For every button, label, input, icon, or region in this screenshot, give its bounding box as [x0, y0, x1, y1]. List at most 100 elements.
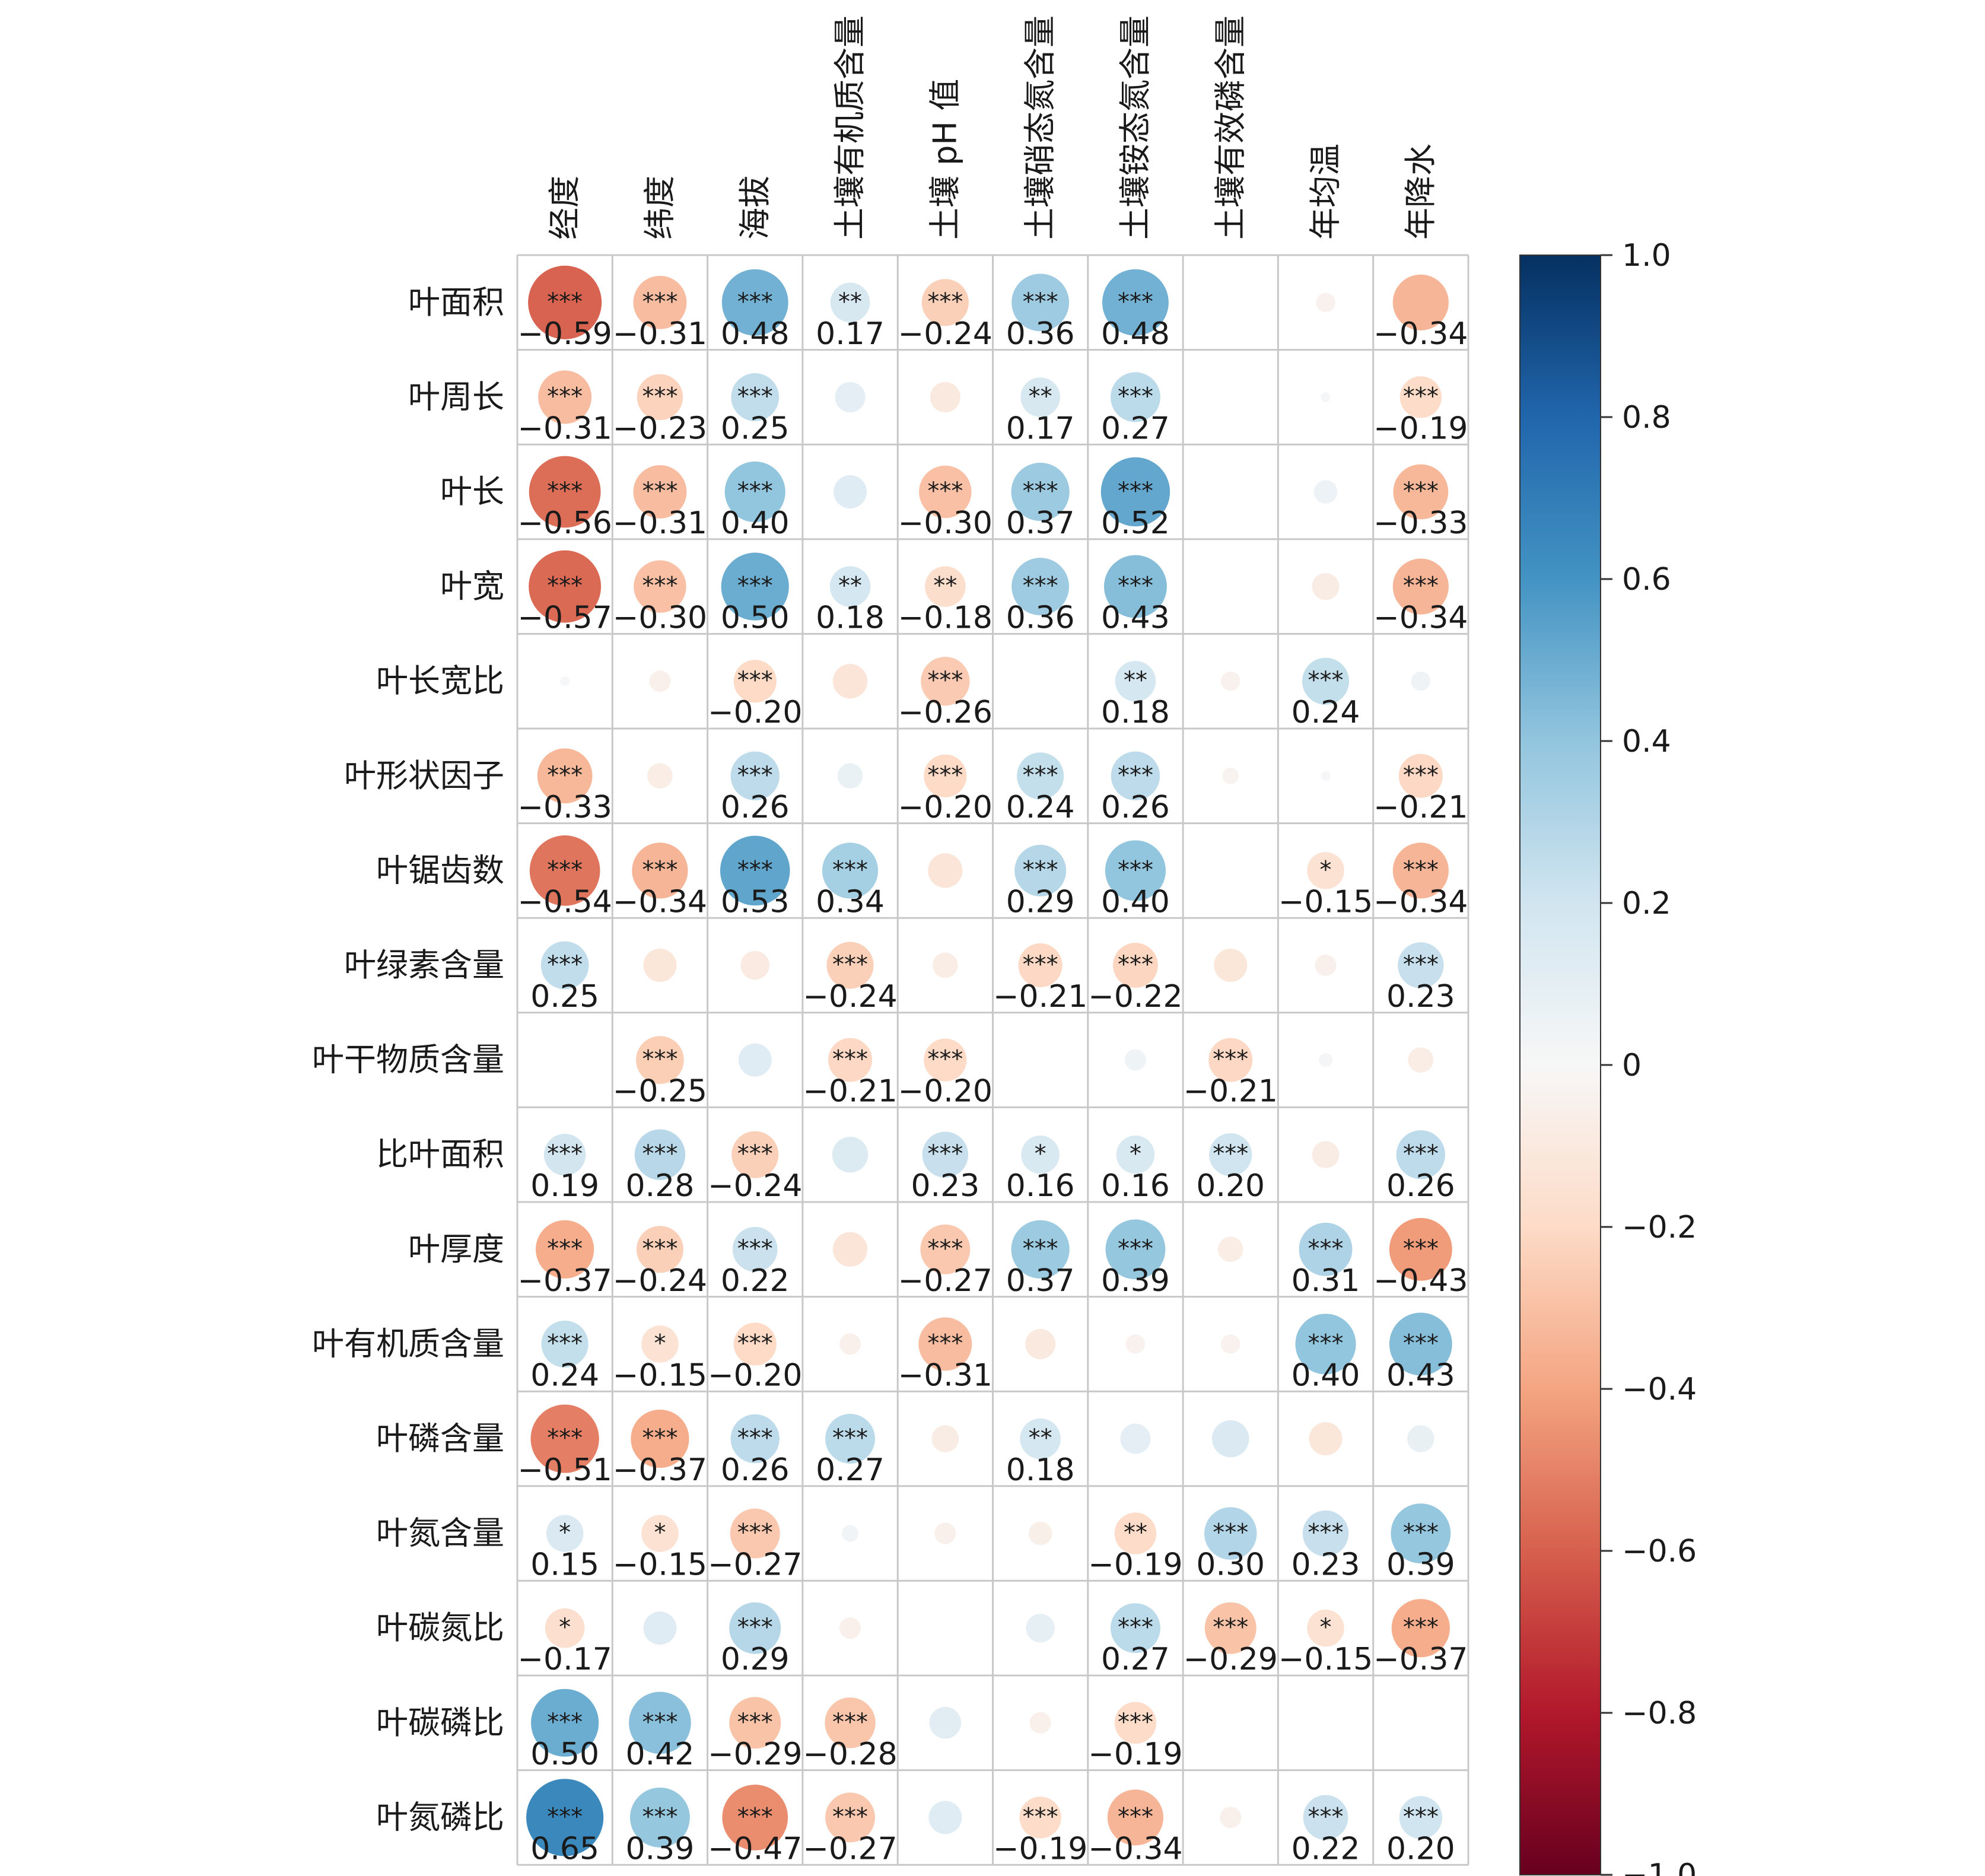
significance-stars: ***	[547, 1235, 583, 1263]
correlation-circle	[839, 1617, 861, 1639]
correlation-circle	[1025, 1328, 1056, 1359]
correlation-value: 0.23	[1386, 979, 1455, 1015]
correlation-circle	[1315, 954, 1337, 977]
row-label: 叶碳磷比	[376, 1704, 504, 1741]
correlation-circle	[1120, 1423, 1151, 1454]
correlation-circle	[738, 1043, 772, 1077]
correlation-value: −0.24	[898, 316, 993, 352]
correlation-circles	[526, 265, 1452, 1856]
significance-stars: ***	[1118, 288, 1153, 316]
correlation-circle	[730, 1414, 780, 1464]
correlation-circle	[828, 1038, 873, 1082]
colorbar-tick-label: 0.8	[1622, 400, 1671, 435]
significance-stars: ***	[547, 1330, 583, 1357]
correlation-value: −0.20	[898, 790, 993, 825]
correlation-value: −0.25	[613, 1074, 707, 1109]
column-label: 海拔	[736, 176, 774, 240]
significance-stars: ***	[547, 856, 583, 883]
correlation-circle	[1113, 943, 1158, 988]
correlation-circle	[733, 1322, 777, 1366]
correlation-value: 0.22	[1291, 1831, 1360, 1867]
correlation-circle	[1302, 657, 1350, 705]
correlation-circle	[528, 265, 602, 339]
row-label: 叶绿素含量	[344, 946, 504, 984]
correlation-circle	[1011, 462, 1070, 522]
correlation-value: 0.43	[1386, 1357, 1455, 1393]
correlation-circle	[641, 1325, 679, 1363]
correlation-circle	[1408, 1047, 1434, 1073]
significance-stars: ***	[737, 856, 773, 883]
correlation-circle	[540, 941, 589, 990]
correlation-value: 0.29	[1006, 884, 1075, 920]
correlation-circle	[731, 1131, 779, 1178]
correlation-circle	[842, 1525, 859, 1542]
significance-stars: ***	[642, 1709, 677, 1736]
correlation-circle	[529, 550, 602, 623]
significance-stars: ***	[1213, 1046, 1248, 1073]
correlation-value: −0.15	[1278, 1642, 1373, 1677]
significance-stars: ***	[547, 1709, 583, 1736]
correlation-value: 0.42	[626, 1737, 695, 1772]
correlation-circle	[541, 1320, 588, 1368]
correlation-value: −0.56	[517, 505, 612, 541]
correlation-circle	[1114, 1702, 1157, 1744]
correlation-value: 0.28	[626, 1168, 695, 1204]
correlation-circle	[731, 373, 780, 421]
correlation-circle	[1309, 1422, 1343, 1455]
row-label: 叶形状因子	[344, 757, 504, 794]
correlation-circle	[1389, 1312, 1452, 1376]
significance-stars: ***	[1023, 856, 1058, 883]
correlation-circle	[929, 1707, 962, 1739]
row-label: 叶周长	[408, 378, 504, 415]
correlation-circle	[647, 763, 673, 789]
row-labels: 叶面积叶周长叶长叶宽叶长宽比叶形状因子叶锯齿数叶绿素含量叶干物质含量比叶面积叶厚…	[312, 284, 504, 1836]
correlation-circle	[1011, 1220, 1070, 1279]
correlation-circle	[733, 660, 777, 703]
correlation-value: −0.19	[1088, 1547, 1182, 1583]
correlation-value: −0.34	[1373, 316, 1468, 352]
correlation-circle	[925, 566, 966, 607]
correlation-circle	[1319, 1053, 1332, 1067]
significance-stars: ***	[927, 762, 963, 789]
significance-stars: *	[1035, 1140, 1046, 1168]
correlation-circle	[1214, 949, 1248, 982]
colorbar-tick-label: 0.4	[1622, 724, 1671, 759]
correlation-value: −0.27	[708, 1547, 802, 1583]
row-label: 比叶面积	[376, 1136, 504, 1173]
colorbar-tick-label: 1.0	[1622, 238, 1671, 274]
significance-stars: ***	[547, 762, 583, 789]
correlation-circle	[543, 1133, 586, 1176]
correlation-circle	[931, 1425, 959, 1452]
significance-stars: ***	[1023, 1235, 1058, 1263]
significance-stars: ***	[1308, 667, 1344, 694]
correlation-circle	[730, 1508, 780, 1559]
column-labels: 经度 纬度 海拔 土壤有机质含量 土壤 pH 值 土壤硝态氮含量 土壤铵态氮含量 土壤有效磷含…	[546, 15, 1439, 240]
colorbar-tick-label: 0.6	[1622, 562, 1671, 597]
correlation-circle	[1204, 1602, 1256, 1654]
correlation-circle	[1411, 672, 1431, 691]
correlation-circle	[934, 1522, 956, 1544]
correlation-value: −0.20	[708, 695, 802, 730]
significance-stars: ***	[1118, 1614, 1153, 1641]
correlation-value: −0.34	[1373, 884, 1468, 920]
significance-stars: ***	[547, 1140, 583, 1168]
correlation-value: −0.31	[898, 1357, 993, 1393]
correlation-circle	[918, 1317, 972, 1371]
significance-stars: ***	[832, 951, 868, 978]
column-label: 土壤有机质含量	[831, 15, 869, 240]
row-label: 叶厚度	[408, 1230, 504, 1268]
significance-stars: ***	[927, 1140, 963, 1168]
colorbar-tick-label: −1.0	[1622, 1858, 1697, 1876]
significance-stars: ***	[927, 288, 963, 316]
correlation-value: 0.39	[626, 1831, 695, 1867]
correlation-circle	[529, 456, 601, 528]
correlation-value: −0.24	[613, 1263, 707, 1299]
correlation-circle	[1407, 1425, 1434, 1452]
correlation-circle	[921, 279, 969, 326]
correlation-circle	[1295, 1314, 1356, 1375]
significance-stars: **	[1124, 1519, 1147, 1547]
correlation-circle	[1211, 1420, 1249, 1458]
correlation-value: 0.25	[721, 411, 790, 446]
significance-stars: ***	[737, 1330, 773, 1357]
